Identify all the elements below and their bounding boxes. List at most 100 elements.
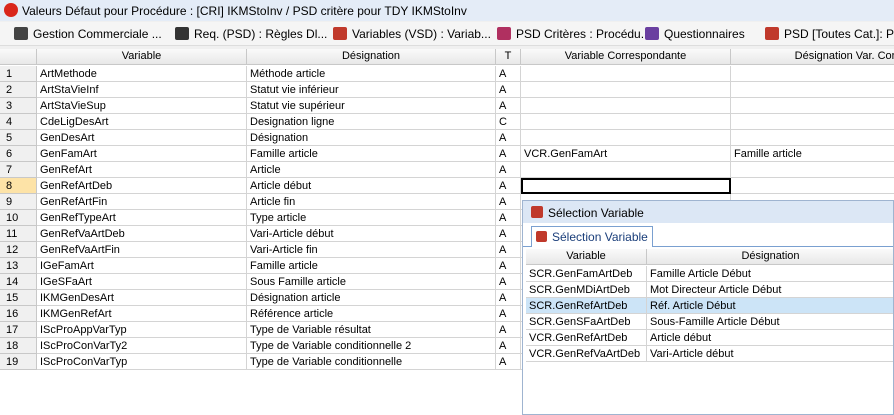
- cell[interactable]: Type de Variable conditionnelle 2: [247, 338, 496, 354]
- cell[interactable]: Famille Article Début: [647, 266, 893, 282]
- cell[interactable]: Article fin: [247, 194, 496, 210]
- row-number: 1: [0, 66, 37, 82]
- cell[interactable]: GenRefArtFin: [37, 194, 247, 210]
- cell[interactable]: VCR.GenFamArt: [521, 146, 731, 162]
- cell[interactable]: IGeFamArt: [37, 258, 247, 274]
- cell[interactable]: A: [496, 194, 521, 210]
- cell[interactable]: Réf. Article Début: [647, 298, 893, 314]
- toolbar-button[interactable]: Req. (PSD) : Règles Dl...: [194, 27, 328, 41]
- cell[interactable]: Désignation: [247, 130, 496, 146]
- cell[interactable]: GenRefArtDeb: [37, 178, 247, 194]
- cell[interactable]: Vari-Article début: [647, 346, 893, 362]
- cell[interactable]: Sous-Famille Article Début: [647, 314, 893, 330]
- cell[interactable]: A: [496, 66, 521, 82]
- cell[interactable]: GenRefTypeArt: [37, 210, 247, 226]
- row-number: 13: [0, 258, 37, 274]
- cell[interactable]: A: [496, 322, 521, 338]
- cell[interactable]: [521, 98, 731, 114]
- cell[interactable]: [521, 82, 731, 98]
- cell[interactable]: Vari-Article début: [247, 226, 496, 242]
- cell[interactable]: [521, 162, 731, 178]
- cell[interactable]: Référence article: [247, 306, 496, 322]
- cell[interactable]: ArtStaVieSup: [37, 98, 247, 114]
- title-bar: Valeurs Défaut pour Procédure : [CRI] IK…: [0, 0, 894, 21]
- cell[interactable]: GenRefVaArtDeb: [37, 226, 247, 242]
- cell[interactable]: [521, 130, 731, 146]
- cell[interactable]: IScProAppVarTyp: [37, 322, 247, 338]
- cell[interactable]: A: [496, 338, 521, 354]
- row-number: 5: [0, 130, 37, 146]
- cell[interactable]: Article: [247, 162, 496, 178]
- cell[interactable]: A: [496, 226, 521, 242]
- cell[interactable]: [731, 178, 894, 194]
- popup-title: Sélection Variable: [548, 206, 644, 220]
- cell[interactable]: Famille article: [731, 146, 894, 162]
- cell[interactable]: [731, 82, 894, 98]
- cell[interactable]: C: [496, 114, 521, 130]
- cell[interactable]: A: [496, 130, 521, 146]
- cell[interactable]: A: [496, 210, 521, 226]
- toolbar-button[interactable]: Variables (VSD) : Variab...: [352, 27, 491, 41]
- toolbar-button[interactable]: PSD [Toutes Cat.]: Pr: [784, 27, 894, 41]
- cell[interactable]: A: [496, 98, 521, 114]
- cell[interactable]: [731, 162, 894, 178]
- cell[interactable]: IScProConVarTyp: [37, 354, 247, 370]
- toolbar-button[interactable]: Questionnaires: [664, 27, 745, 41]
- cell[interactable]: Sous Famille article: [247, 274, 496, 290]
- cell[interactable]: A: [496, 306, 521, 322]
- cell[interactable]: ArtMethode: [37, 66, 247, 82]
- cell[interactable]: A: [496, 162, 521, 178]
- cell[interactable]: Article début: [247, 178, 496, 194]
- cell[interactable]: SCR.GenMDiArtDeb: [526, 282, 647, 298]
- cell[interactable]: Article début: [647, 330, 893, 346]
- cell[interactable]: A: [496, 146, 521, 162]
- cell[interactable]: GenRefVaArtFin: [37, 242, 247, 258]
- cell[interactable]: GenDesArt: [37, 130, 247, 146]
- cell[interactable]: Désignation article: [247, 290, 496, 306]
- cell[interactable]: SCR.GenSFaArtDeb: [526, 314, 647, 330]
- cell[interactable]: A: [496, 258, 521, 274]
- cell[interactable]: IKMGenDesArt: [37, 290, 247, 306]
- cell[interactable]: [731, 114, 894, 130]
- cell[interactable]: [521, 66, 731, 82]
- cell[interactable]: [731, 98, 894, 114]
- cell[interactable]: A: [496, 242, 521, 258]
- cell[interactable]: A: [496, 82, 521, 98]
- cell[interactable]: GenRefArt: [37, 162, 247, 178]
- cell[interactable]: ArtStaVieInf: [37, 82, 247, 98]
- cell[interactable]: IGeSFaArt: [37, 274, 247, 290]
- cell[interactable]: [521, 114, 731, 130]
- tab[interactable]: Sélection Variable: [531, 226, 653, 247]
- toolbar-button[interactable]: PSD Critères : Procédu...: [516, 27, 651, 41]
- cell[interactable]: Méthode article: [247, 66, 496, 82]
- cell[interactable]: Mot Directeur Article Début: [647, 282, 893, 298]
- cell[interactable]: IKMGenRefArt: [37, 306, 247, 322]
- cell[interactable]: SCR.GenRefArtDeb: [526, 298, 647, 314]
- cell[interactable]: GenFamArt: [37, 146, 247, 162]
- cell[interactable]: Designation ligne: [247, 114, 496, 130]
- cell[interactable]: SCR.GenFamArtDeb: [526, 266, 647, 282]
- toolbar-icon: [645, 27, 659, 40]
- cell[interactable]: Type de Variable résultat: [247, 322, 496, 338]
- cell[interactable]: Famille article: [247, 146, 496, 162]
- cell[interactable]: A: [496, 290, 521, 306]
- cell[interactable]: Statut vie inférieur: [247, 82, 496, 98]
- row-number: 15: [0, 290, 37, 306]
- cell[interactable]: Statut vie supérieur: [247, 98, 496, 114]
- cell[interactable]: [731, 66, 894, 82]
- cell[interactable]: Type de Variable conditionnelle: [247, 354, 496, 370]
- cell[interactable]: VCR.GenRefVaArtDeb: [526, 346, 647, 362]
- cell[interactable]: IScProConVarTy2: [37, 338, 247, 354]
- cell[interactable]: VCR.GenRefArtDeb: [526, 330, 647, 346]
- cell[interactable]: A: [496, 178, 521, 194]
- toolbar-button[interactable]: Gestion Commerciale ...: [33, 27, 162, 41]
- cell[interactable]: A: [496, 354, 521, 370]
- cell[interactable]: [521, 178, 731, 194]
- cell[interactable]: Vari-Article fin: [247, 242, 496, 258]
- cell[interactable]: Type article: [247, 210, 496, 226]
- cell[interactable]: Famille article: [247, 258, 496, 274]
- cell[interactable]: CdeLigDesArt: [37, 114, 247, 130]
- toolbar-icon: [497, 27, 511, 40]
- cell[interactable]: [731, 130, 894, 146]
- cell[interactable]: A: [496, 274, 521, 290]
